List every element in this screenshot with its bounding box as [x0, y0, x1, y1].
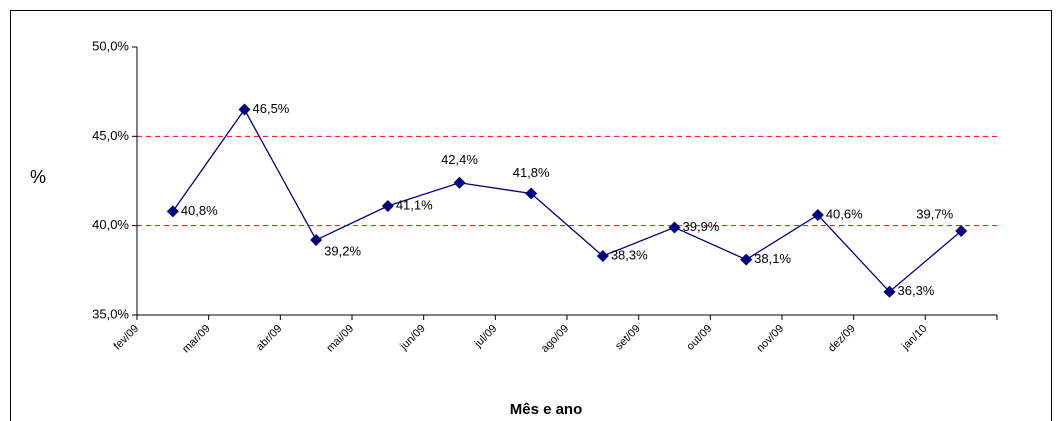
data-point [525, 187, 538, 200]
x-tick-label: ago/09 [539, 323, 571, 355]
x-tick-label: set/09 [613, 323, 643, 353]
data-label: 39,9% [683, 219, 720, 234]
data-label: 41,8% [513, 165, 550, 180]
data-label: 38,1% [754, 251, 791, 266]
data-label: 46,5% [253, 101, 290, 116]
data-point [668, 221, 681, 234]
data-point [166, 205, 179, 218]
data-label: 39,7% [916, 206, 953, 221]
y-tick-label: 45,0% [92, 128, 129, 143]
data-point [381, 200, 394, 213]
data-label: 41,1% [396, 197, 433, 212]
x-axis-title: Mês e ano [510, 401, 583, 418]
x-tick-label: jul/09 [472, 323, 500, 351]
data-point [238, 103, 251, 116]
data-label: 40,6% [826, 206, 863, 221]
data-label: 42,4% [441, 152, 478, 167]
y-tick-label: 50,0% [92, 38, 129, 53]
y-tick-label: 40,0% [92, 217, 129, 232]
x-tick-label: dez/09 [826, 323, 858, 355]
data-point [310, 233, 323, 246]
data-label: 39,2% [324, 243, 361, 258]
y-axis-title: % [30, 167, 46, 187]
data-point [453, 176, 466, 189]
x-tick-label: jan/10 [899, 323, 929, 353]
x-tick-label: mai/09 [324, 323, 356, 355]
data-point [883, 285, 896, 298]
y-tick-label: 35,0% [92, 306, 129, 321]
data-point [811, 208, 824, 221]
chart-border [10, 10, 1052, 421]
data-point [955, 225, 968, 238]
data-label: 38,3% [611, 247, 648, 262]
x-tick-label: jun/09 [397, 323, 427, 353]
x-tick-label: mar/09 [180, 323, 213, 356]
x-tick-label: nov/09 [754, 323, 786, 355]
x-tick-label: abr/09 [254, 323, 285, 354]
data-point [596, 250, 609, 263]
data-label: 36,3% [898, 283, 935, 298]
data-point [740, 253, 753, 266]
data-label: 40,8% [181, 203, 218, 218]
x-tick-label: fev/09 [111, 323, 141, 353]
series-line [172, 108, 962, 293]
x-tick-label: out/09 [684, 323, 714, 353]
